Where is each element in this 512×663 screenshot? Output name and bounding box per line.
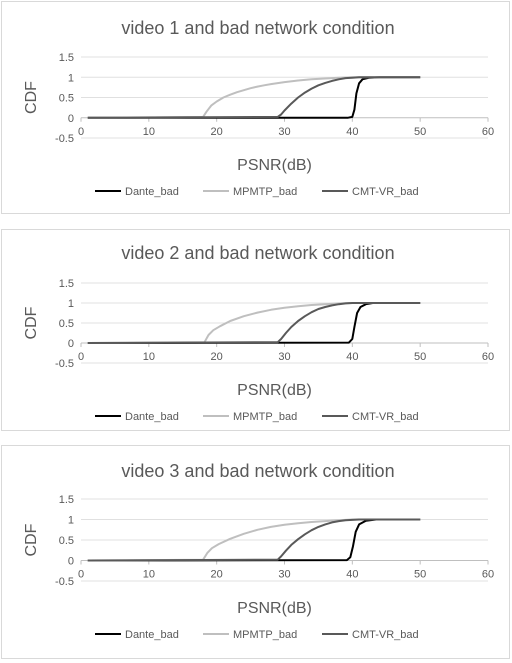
x-tick-label: 30 xyxy=(278,351,290,363)
x-tick-label: 60 xyxy=(482,351,494,363)
legend-label: MPMTP_bad xyxy=(233,186,297,198)
x-tick-label: 20 xyxy=(211,126,223,138)
chart-panel-video-1: video 1 and bad network condition 1.5 1 0.5… xyxy=(1,1,510,214)
legend-label: CMT-VR_bad xyxy=(352,411,419,423)
chart-title: video 1 and bad network condition xyxy=(121,18,394,38)
y-tick-label: 0 xyxy=(68,113,74,125)
x-tick-label: 30 xyxy=(278,569,290,581)
chart-title: video 2 and bad network condition xyxy=(121,243,394,263)
legend-label: CMT-VR_bad xyxy=(352,186,419,198)
x-tick-label: 40 xyxy=(346,569,358,581)
x-axis-title: PSNR(dB) xyxy=(237,382,312,399)
y-tick-label: 0 xyxy=(68,338,74,350)
chart-video-3: video 3 and bad network condition 1.5 1 0.5… xyxy=(23,461,494,641)
series-line-mpmtp-bad xyxy=(87,302,421,344)
series-line-cmt-vr-bad xyxy=(87,302,421,344)
legend-label: Dante_bad xyxy=(125,411,179,423)
y-tick-label: 0 xyxy=(68,556,74,568)
x-tick-label: 50 xyxy=(414,569,426,581)
series-line-mpmtp-bad xyxy=(87,518,421,562)
x-tick-label: 20 xyxy=(211,569,223,581)
legend-label: CMT-VR_bad xyxy=(352,629,419,641)
x-tick-label: 10 xyxy=(143,351,155,363)
x-tick-label: 0 xyxy=(78,569,84,581)
legend-label: Dante_bad xyxy=(125,629,179,641)
x-tick-label: 0 xyxy=(78,351,84,363)
chart-panel-video-2: video 2 and bad network condition 1.5 1 0.5… xyxy=(1,229,510,431)
y-tick-label: -0.5 xyxy=(55,358,74,370)
x-tick-label: 40 xyxy=(346,126,358,138)
y-axis-title: CDF xyxy=(23,81,40,114)
x-tick-label: 50 xyxy=(414,126,426,138)
y-tick-label: 1.5 xyxy=(59,52,74,64)
x-axis-title: PSNR(dB) xyxy=(237,600,312,617)
y-tick-label: 1 xyxy=(68,72,74,84)
x-tick-label: 30 xyxy=(278,126,290,138)
series-line-mpmtp-bad xyxy=(87,76,421,119)
y-tick-label: 0.5 xyxy=(59,93,74,105)
x-tick-label: 20 xyxy=(211,351,223,363)
x-axis-title: PSNR(dB) xyxy=(237,157,312,174)
y-axis-title: CDF xyxy=(23,523,40,556)
y-tick-label: 1.5 xyxy=(59,278,74,290)
y-axis-title: CDF xyxy=(23,306,40,339)
x-tick-label: 60 xyxy=(482,126,494,138)
y-tick-label: 0.5 xyxy=(59,535,74,547)
series-line-cmt-vr-bad xyxy=(87,518,421,562)
chart-title: video 3 and bad network condition xyxy=(121,461,394,481)
y-tick-label: 0.5 xyxy=(59,318,74,330)
x-tick-label: 50 xyxy=(414,351,426,363)
x-tick-label: 10 xyxy=(143,126,155,138)
legend-label: MPMTP_bad xyxy=(233,629,297,641)
y-tick-label: -0.5 xyxy=(55,133,74,145)
y-tick-label: 1 xyxy=(68,298,74,310)
legend-label: Dante_bad xyxy=(125,186,179,198)
x-tick-label: 60 xyxy=(482,569,494,581)
legend-label: MPMTP_bad xyxy=(233,411,297,423)
series-line-cmt-vr-bad xyxy=(87,76,421,119)
y-tick-label: 1 xyxy=(68,515,74,527)
chart-video-2: video 2 and bad network condition 1.5 1 0.5… xyxy=(23,243,494,423)
y-tick-label: 1.5 xyxy=(59,494,74,506)
x-tick-label: 10 xyxy=(143,569,155,581)
chart-video-1: video 1 and bad network condition 1.5 1 0.5… xyxy=(23,18,494,198)
x-tick-label: 0 xyxy=(78,126,84,138)
y-tick-label: -0.5 xyxy=(55,576,74,588)
chart-panel-video-3: video 3 and bad network condition 1.5 1 0.5… xyxy=(1,445,510,659)
x-tick-label: 40 xyxy=(346,351,358,363)
